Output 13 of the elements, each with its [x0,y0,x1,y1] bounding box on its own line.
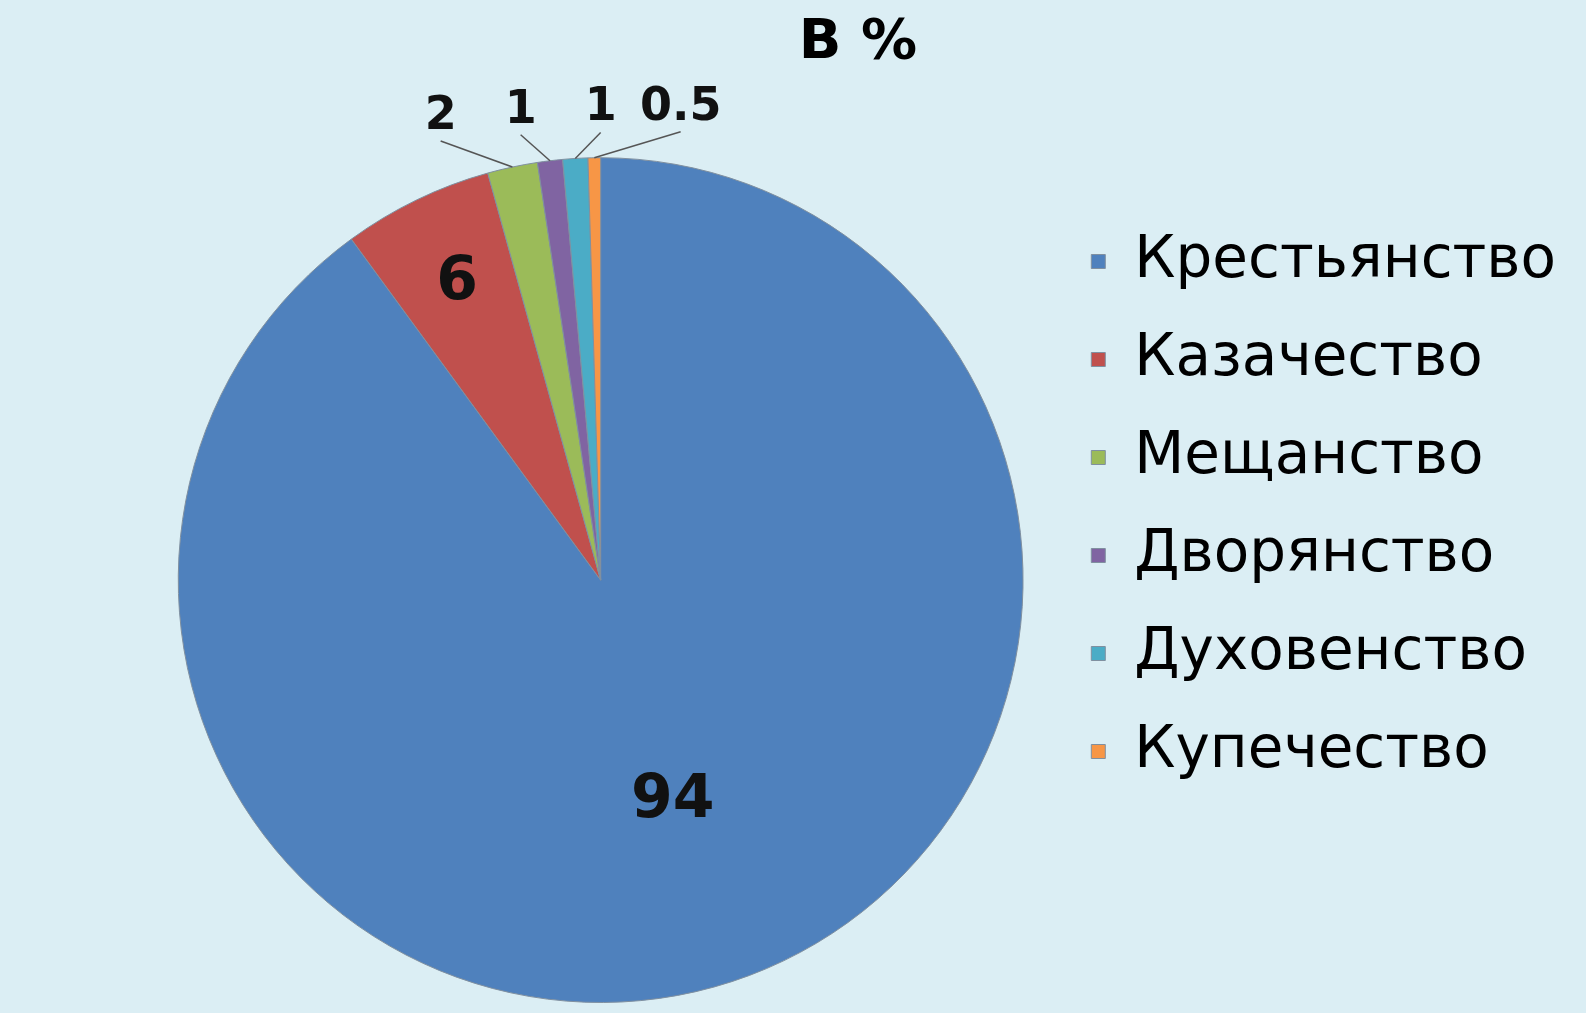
data-label: 6 [436,243,478,314]
data-label: 1 [504,79,537,134]
data-label: 94 [631,760,715,831]
legend-label: Казачество [1134,320,1483,389]
legend-label: Мещанство [1134,418,1484,487]
data-label: 2 [424,85,457,140]
legend-label: Крестьянство [1134,222,1557,291]
legend-label: Купечество [1134,712,1489,781]
legend-label: Дворянство [1134,516,1495,585]
data-label: 1 [584,77,617,132]
data-label: 0.5 [639,76,722,131]
legend-label: Духовенство [1134,614,1527,683]
chart-title: В % [798,6,918,72]
